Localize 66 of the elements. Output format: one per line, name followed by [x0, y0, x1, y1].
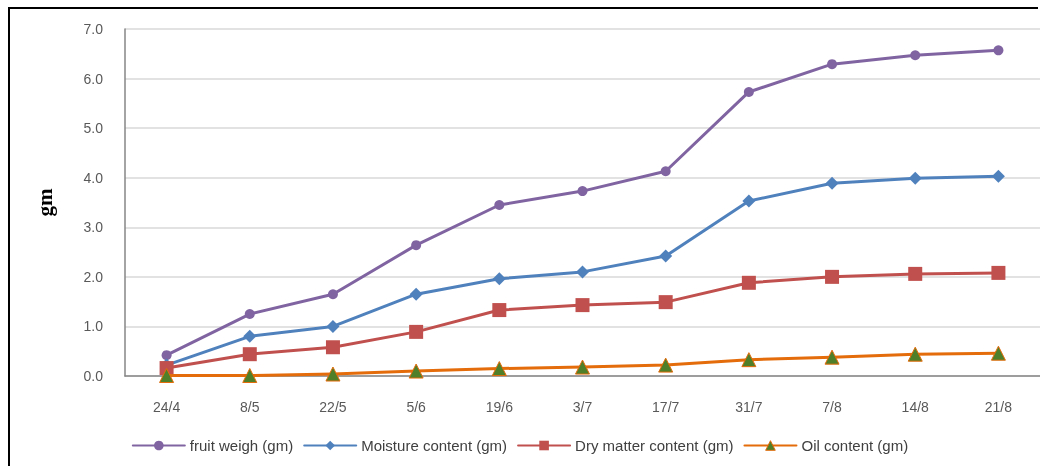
y-tick-label: 4.0 — [83, 169, 104, 186]
x-tick-label: 24/4 — [152, 399, 181, 415]
legend-label: Oil content (gm) — [801, 437, 909, 454]
point — [408, 363, 424, 379]
point — [741, 275, 756, 290]
point — [325, 366, 341, 382]
x-tick-label: 31/7 — [735, 399, 763, 415]
point — [825, 176, 839, 190]
point — [658, 357, 674, 373]
point — [242, 347, 257, 362]
x-tick-label: 22/5 — [319, 399, 347, 415]
point — [990, 345, 1006, 361]
point — [910, 50, 921, 61]
x-tick-label: 17/7 — [652, 399, 680, 415]
y-tick-label: 1.0 — [83, 318, 104, 335]
point — [991, 169, 1005, 183]
legend-label: fruit weigh (gm) — [189, 437, 294, 454]
point — [243, 329, 257, 343]
point — [575, 359, 590, 375]
point — [660, 166, 671, 177]
point — [409, 324, 424, 339]
legend-label: Moisture content (gm) — [361, 437, 508, 454]
x-tick-label: 19/6 — [485, 399, 514, 415]
point — [576, 265, 589, 279]
point — [908, 171, 922, 185]
x-tick-label: 7/8 — [822, 399, 842, 415]
point — [824, 349, 840, 365]
point — [409, 287, 423, 301]
x-tick-label: 5/6 — [406, 399, 427, 415]
y-tick-label: 2.0 — [83, 268, 104, 285]
y-tick-label: 3.0 — [83, 219, 104, 236]
point — [993, 45, 1004, 56]
point — [908, 266, 923, 281]
point — [492, 303, 507, 318]
point — [161, 350, 172, 361]
point — [325, 340, 340, 355]
point — [741, 352, 757, 368]
point — [742, 194, 756, 208]
x-tick-label: 3/7 — [572, 399, 593, 415]
y-tick-label: 0.0 — [83, 368, 104, 384]
point — [659, 249, 673, 263]
y-tick-label: 5.0 — [83, 120, 104, 137]
y-axis-title: gm — [32, 188, 57, 217]
y-tick-label: 6.0 — [83, 70, 104, 87]
y-tick-label: 7.0 — [83, 21, 104, 37]
point — [327, 289, 338, 300]
point — [492, 272, 506, 286]
legend-label: Dry matter content (gm) — [575, 437, 734, 454]
point — [743, 86, 754, 97]
point — [827, 59, 838, 70]
x-tick-label: 14/8 — [901, 399, 930, 415]
x-tick-label: 8/5 — [240, 399, 260, 415]
point — [411, 240, 422, 251]
point — [575, 298, 590, 313]
point — [494, 199, 505, 210]
point — [658, 295, 673, 310]
point — [244, 309, 255, 320]
point — [577, 186, 588, 197]
point — [825, 269, 840, 284]
point — [907, 346, 923, 362]
point — [491, 361, 507, 377]
point — [326, 319, 340, 333]
point — [991, 265, 1006, 280]
x-tick-label: 21/8 — [984, 399, 1013, 415]
point — [159, 368, 175, 383]
point — [242, 368, 258, 383]
